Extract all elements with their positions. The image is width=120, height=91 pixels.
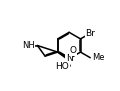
Text: N: N (66, 54, 72, 63)
Text: O: O (69, 46, 76, 55)
Text: Br: Br (85, 29, 95, 38)
Text: HO: HO (55, 62, 69, 71)
Text: NH: NH (22, 41, 35, 50)
Text: Me: Me (93, 53, 105, 62)
